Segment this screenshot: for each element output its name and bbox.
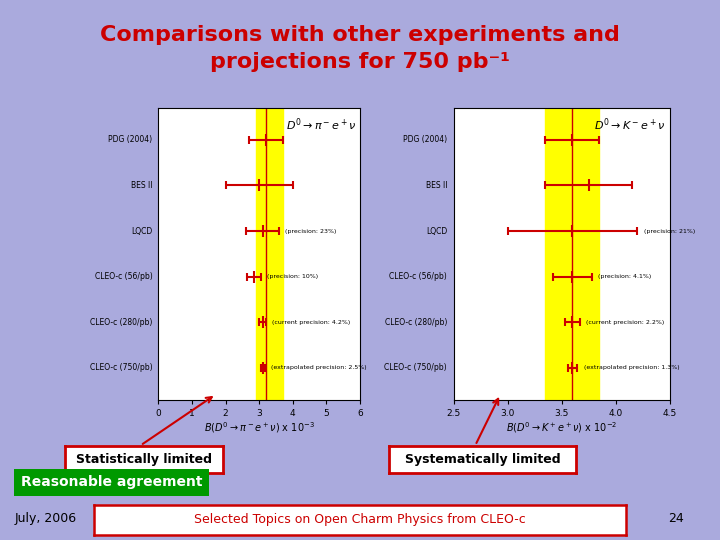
Text: (precision: 23%): (precision: 23%)	[285, 228, 337, 233]
Text: CLEO-c (750/pb): CLEO-c (750/pb)	[384, 363, 447, 372]
Text: $D^0 \to K^- e^+ \nu$: $D^0 \to K^- e^+ \nu$	[594, 117, 665, 133]
Text: Comparisons with other experiments and
projections for 750 pb⁻¹: Comparisons with other experiments and p…	[100, 25, 620, 72]
Text: PDG (2004): PDG (2004)	[108, 136, 153, 144]
Bar	[256, 108, 283, 400]
Text: Reasonable agreement: Reasonable agreement	[21, 475, 202, 489]
Text: (precision: 21%): (precision: 21%)	[644, 228, 695, 233]
Text: 24: 24	[668, 512, 684, 525]
X-axis label: $B(D^0{\to}\pi^- e^+\nu)$ x 10$^{-3}$: $B(D^0{\to}\pi^- e^+\nu)$ x 10$^{-3}$	[204, 421, 315, 435]
Text: (precision: 10%): (precision: 10%)	[267, 274, 318, 279]
Text: Statistically limited: Statistically limited	[76, 453, 212, 465]
Text: CLEO-c (280/pb): CLEO-c (280/pb)	[90, 318, 153, 327]
Text: CLEO-c (56/pb): CLEO-c (56/pb)	[94, 272, 153, 281]
Text: (current precision: 4.2%): (current precision: 4.2%)	[272, 320, 350, 325]
Text: LQCD: LQCD	[131, 226, 153, 235]
Text: BES II: BES II	[426, 181, 447, 190]
Text: (extrapolated precision: 1.3%): (extrapolated precision: 1.3%)	[584, 365, 680, 370]
Text: PDG (2004): PDG (2004)	[403, 136, 447, 144]
Text: CLEO-c (56/pb): CLEO-c (56/pb)	[390, 272, 447, 281]
Bar	[546, 108, 599, 400]
Text: (extrapolated precision: 2.5%): (extrapolated precision: 2.5%)	[271, 365, 366, 370]
Text: (precision: 4.1%): (precision: 4.1%)	[598, 274, 652, 279]
Text: CLEO-c (750/pb): CLEO-c (750/pb)	[90, 363, 153, 372]
Text: July, 2006: July, 2006	[14, 512, 76, 525]
Text: Selected Topics on Open Charm Physics from CLEO-c: Selected Topics on Open Charm Physics fr…	[194, 513, 526, 526]
Text: Systematically limited: Systematically limited	[405, 453, 560, 465]
Text: $D^0 \to \pi^- e^+ \nu$: $D^0 \to \pi^- e^+ \nu$	[286, 117, 356, 133]
Text: LQCD: LQCD	[426, 226, 447, 235]
Text: CLEO-c (280/pb): CLEO-c (280/pb)	[384, 318, 447, 327]
Text: (current precision: 2.2%): (current precision: 2.2%)	[586, 320, 665, 325]
Text: BES II: BES II	[131, 181, 153, 190]
X-axis label: $B(D^0{\to}K^+ e^+\nu)$ x 10$^{-2}$: $B(D^0{\to}K^+ e^+\nu)$ x 10$^{-2}$	[506, 421, 617, 435]
